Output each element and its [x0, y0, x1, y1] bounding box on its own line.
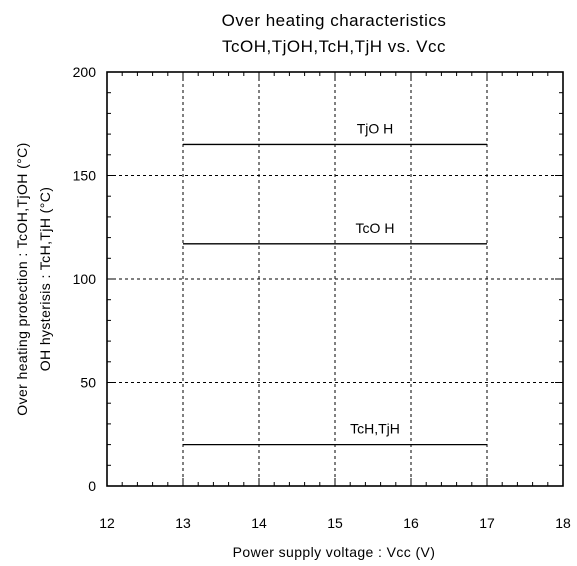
- y-tick-label: 0: [88, 478, 96, 494]
- series-label: TcH,TjH: [350, 421, 400, 437]
- x-tick-label: 16: [403, 515, 419, 531]
- x-tick-label: 18: [555, 515, 571, 531]
- chart-subtitle: TcOH,TjOH,TcH,TjH vs. Vcc: [222, 37, 446, 56]
- y-tick-label: 100: [73, 271, 97, 287]
- series-label: TcO H: [356, 220, 395, 236]
- series-label: TjO H: [357, 120, 394, 136]
- x-axis-label: Power supply voltage : Vcc (V): [233, 544, 436, 560]
- plot-frame: [106, 71, 564, 487]
- chart-title: Over heating characteristics: [222, 11, 447, 30]
- x-tick-label: 13: [175, 515, 191, 531]
- x-tick-label: 14: [251, 515, 267, 531]
- tick-label-layer: 12 13 14 15 16 17 18 0 50 100 150 200: [73, 64, 571, 531]
- x-tick-label: 12: [99, 515, 115, 531]
- x-tick-label: 15: [327, 515, 343, 531]
- y-axis-label: Over heating protection : TcOH,TjOH (°C): [14, 142, 30, 415]
- y-axis-label-secondary: OH hysterisis : TcH,TjH (°C): [37, 187, 53, 372]
- y-tick-label: 50: [80, 375, 96, 391]
- grid-layer: [107, 72, 563, 486]
- series-layer: TjO H TcO H TcH,TjH: [183, 120, 487, 446]
- y-tick-label: 200: [73, 64, 97, 80]
- x-tick-label: 17: [479, 515, 495, 531]
- y-tick-label: 150: [73, 168, 97, 184]
